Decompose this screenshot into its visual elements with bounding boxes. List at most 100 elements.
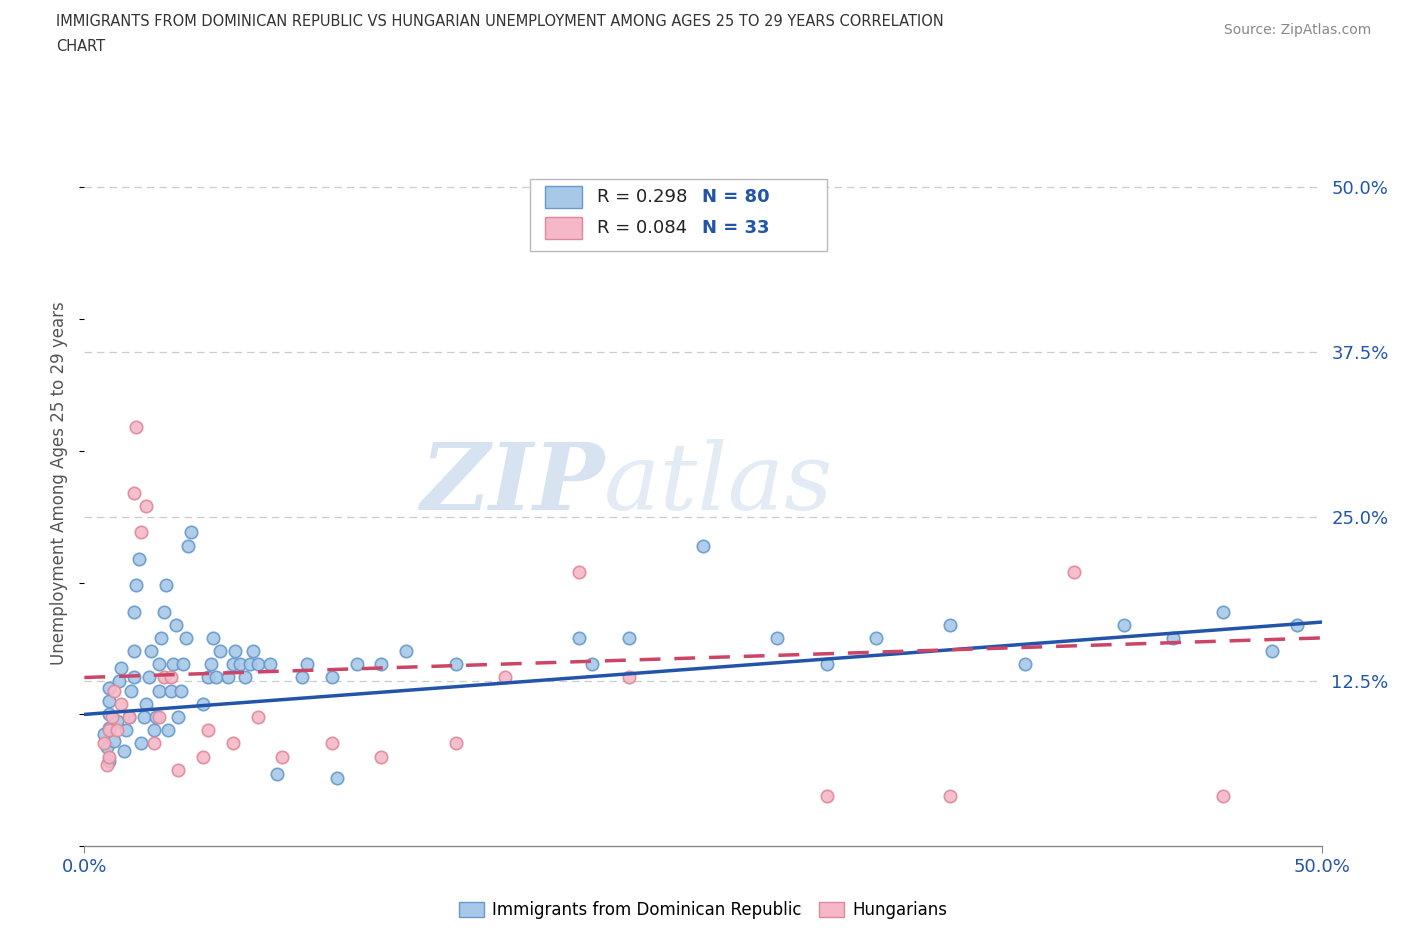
- Point: [152, 604, 174, 619]
- Point: [100, 710, 122, 724]
- Point: [617, 631, 640, 645]
- Point: [148, 657, 170, 671]
- Point: [170, 684, 193, 698]
- Point: [370, 750, 392, 764]
- Point: [118, 710, 141, 724]
- Text: Source: ZipAtlas.com: Source: ZipAtlas.com: [1223, 23, 1371, 37]
- Point: [494, 670, 516, 684]
- Point: [129, 525, 152, 539]
- Point: [444, 736, 467, 751]
- Point: [321, 670, 343, 684]
- Point: [122, 604, 145, 619]
- Point: [233, 670, 256, 684]
- Point: [98, 723, 121, 737]
- Point: [1261, 644, 1284, 658]
- Point: [122, 670, 145, 684]
- Point: [271, 750, 294, 764]
- Text: CHART: CHART: [56, 39, 105, 54]
- Point: [172, 657, 194, 671]
- Point: [939, 789, 962, 804]
- Point: [128, 551, 150, 566]
- Point: [135, 697, 157, 711]
- Point: [191, 750, 214, 764]
- Point: [395, 644, 418, 658]
- Point: [209, 644, 232, 658]
- Point: [98, 753, 121, 768]
- Point: [259, 657, 281, 671]
- Text: R = 0.084: R = 0.084: [596, 219, 686, 237]
- Point: [150, 631, 173, 645]
- Point: [370, 657, 392, 671]
- Point: [122, 485, 145, 500]
- Point: [141, 644, 163, 658]
- Point: [129, 736, 152, 751]
- Point: [110, 697, 132, 711]
- Point: [108, 674, 131, 689]
- Legend: Immigrants from Dominican Republic, Hungarians: Immigrants from Dominican Republic, Hung…: [453, 895, 953, 926]
- Point: [217, 670, 239, 684]
- Point: [1212, 604, 1234, 619]
- Point: [266, 766, 288, 781]
- Point: [155, 578, 177, 592]
- Point: [120, 684, 142, 698]
- Point: [148, 684, 170, 698]
- Point: [135, 498, 157, 513]
- Point: [197, 723, 219, 737]
- Point: [321, 736, 343, 751]
- Text: IMMIGRANTS FROM DOMINICAN REPUBLIC VS HUNGARIAN UNEMPLOYMENT AMONG AGES 25 TO 29: IMMIGRANTS FROM DOMINICAN REPUBLIC VS HU…: [56, 14, 943, 29]
- Point: [93, 726, 115, 741]
- Point: [815, 789, 838, 804]
- Text: R = 0.298: R = 0.298: [596, 188, 688, 206]
- Point: [96, 757, 118, 772]
- Point: [581, 657, 603, 671]
- Point: [692, 538, 714, 553]
- Point: [98, 694, 121, 709]
- Point: [93, 736, 115, 751]
- Point: [110, 661, 132, 676]
- Text: N = 80: N = 80: [702, 188, 769, 206]
- Point: [115, 723, 138, 737]
- Point: [326, 770, 349, 785]
- Point: [1063, 565, 1085, 579]
- FancyBboxPatch shape: [544, 218, 582, 239]
- Point: [174, 631, 197, 645]
- Point: [162, 657, 184, 671]
- Point: [568, 565, 591, 579]
- Point: [865, 631, 887, 645]
- Point: [1212, 789, 1234, 804]
- Point: [142, 723, 165, 737]
- Point: [122, 644, 145, 658]
- Point: [142, 736, 165, 751]
- Point: [246, 657, 269, 671]
- Point: [346, 657, 368, 671]
- Point: [222, 736, 245, 751]
- Point: [167, 710, 190, 724]
- Point: [222, 657, 245, 671]
- Point: [617, 670, 640, 684]
- Point: [132, 710, 155, 724]
- Point: [125, 578, 148, 592]
- Point: [160, 684, 183, 698]
- FancyBboxPatch shape: [530, 179, 827, 251]
- Point: [96, 740, 118, 755]
- Point: [197, 670, 219, 684]
- Point: [103, 734, 125, 749]
- Point: [202, 631, 225, 645]
- Point: [291, 670, 314, 684]
- Text: N = 33: N = 33: [702, 219, 769, 237]
- Point: [204, 670, 226, 684]
- Point: [152, 670, 174, 684]
- Point: [165, 618, 187, 632]
- Point: [125, 419, 148, 434]
- Point: [98, 707, 121, 722]
- Point: [200, 657, 222, 671]
- Point: [105, 713, 128, 728]
- Point: [815, 657, 838, 671]
- Point: [239, 657, 262, 671]
- FancyBboxPatch shape: [544, 186, 582, 208]
- Point: [112, 744, 135, 759]
- Point: [766, 631, 789, 645]
- Point: [145, 710, 167, 724]
- Point: [157, 723, 180, 737]
- Point: [98, 750, 121, 764]
